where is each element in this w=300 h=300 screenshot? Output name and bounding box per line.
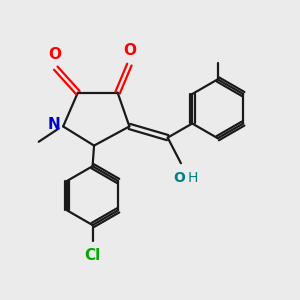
Text: O: O [173,171,185,184]
Text: H: H [188,171,199,184]
Text: N: N [48,118,61,133]
Text: Cl: Cl [85,248,101,263]
Text: O: O [49,47,62,62]
Text: O: O [124,43,136,58]
